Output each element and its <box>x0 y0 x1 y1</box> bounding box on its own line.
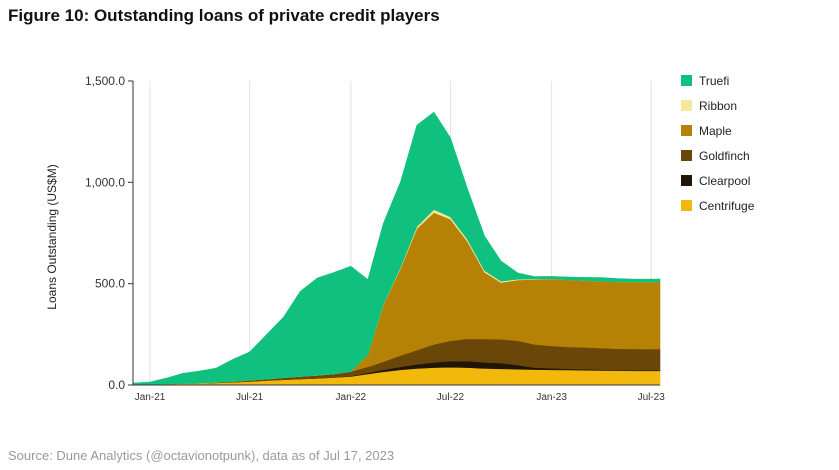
legend-swatch-maple <box>681 125 692 136</box>
legend-swatch-ribbon <box>681 100 692 111</box>
legend: Truefi Ribbon Maple Goldfinch Clearpool Centr… <box>681 74 755 213</box>
chart: 0.0 500.0 1,000.0 1,500.0 Jan-21 Jul-21 Jan-22… <box>45 74 755 403</box>
x-tick-label-0: Jan-21 <box>135 392 166 403</box>
legend-label-clearpool: Clearpool <box>699 174 750 188</box>
legend-label-truefi: Truefi <box>699 74 729 88</box>
legend-label-goldfinch: Goldfinch <box>699 149 750 163</box>
legend-label-centrifuge: Centrifuge <box>699 199 755 213</box>
y-tick-label-2: 1,000.0 <box>85 175 125 189</box>
legend-label-ribbon: Ribbon <box>699 99 737 113</box>
source-note: Source: Dune Analytics (@octavionotpunk)… <box>8 448 395 463</box>
legend-swatch-truefi <box>681 75 692 86</box>
legend-label-maple: Maple <box>699 124 732 138</box>
y-tick-label-3: 1,500.0 <box>85 74 125 88</box>
y-tick-label-0: 0.0 <box>108 378 125 392</box>
x-tick-label-2: Jan-22 <box>336 392 367 403</box>
y-axis-label: Loans Outstanding (US$M) <box>45 164 59 309</box>
x-tick-label-4: Jan-23 <box>536 392 567 403</box>
x-tick-label-1: Jul-21 <box>236 392 264 403</box>
x-tick-label-3: Jul-22 <box>437 392 465 403</box>
axis-layer: 0.0 500.0 1,000.0 1,500.0 Jan-21 Jul-21 Jan-22… <box>85 74 665 403</box>
x-tick-label-5: Jul-23 <box>638 392 666 403</box>
area-truefi <box>132 111 661 386</box>
y-tick-label-1: 500.0 <box>95 277 125 291</box>
legend-swatch-goldfinch <box>681 150 692 161</box>
area-layer <box>132 111 661 386</box>
legend-swatch-centrifuge <box>681 200 692 211</box>
legend-swatch-clearpool <box>681 175 692 186</box>
figure-title: Figure 10: Outstanding loans of private … <box>8 6 440 25</box>
